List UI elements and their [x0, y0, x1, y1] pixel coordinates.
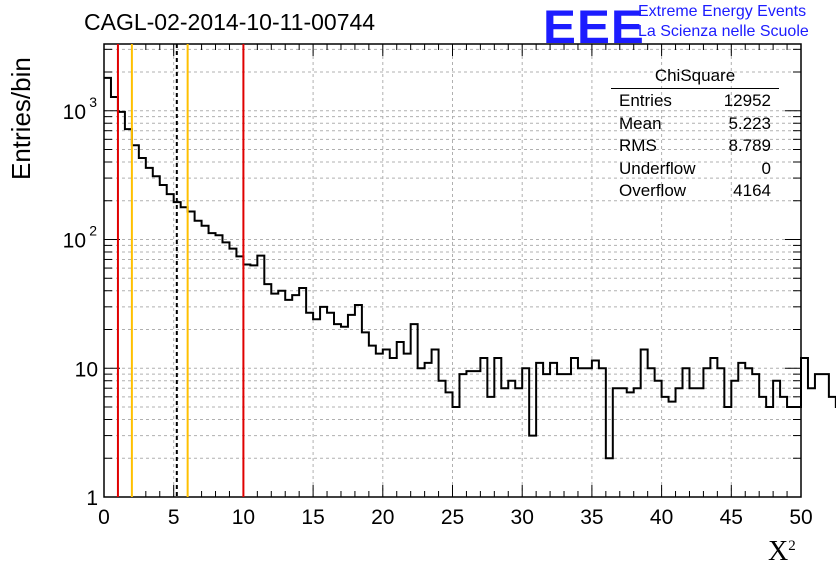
logo-line-1: Extreme Energy Events — [638, 3, 807, 20]
histogram-series — [104, 76, 836, 460]
stats-box: ChiSquare Entries 12952 Mean 5.223 RMS 8.78… — [611, 66, 779, 203]
x-tick-label: 5 — [168, 506, 180, 529]
stats-row-entries: Entries 12952 — [619, 91, 771, 110]
x-tick-label: 40 — [650, 506, 673, 529]
stats-row-overflow: Overflow 4164 — [619, 181, 771, 200]
logo-line-2: La Scienza nelle Scuole — [638, 23, 809, 40]
x-tick-label: 0 — [98, 506, 110, 529]
x-tick-label: 10 — [232, 506, 255, 529]
y-tick-label: 10 — [75, 358, 98, 381]
y-axis-label: Entries/bin — [6, 57, 36, 180]
x-tick-label: 25 — [441, 506, 464, 529]
y-tick-label: 10 — [63, 101, 86, 124]
y-tick-label: 1 — [86, 487, 98, 510]
stats-row-underflow: Underflow 0 — [619, 158, 771, 178]
x-tick-label: 15 — [301, 506, 324, 529]
page-title: CAGL-02-2014-10-11-00744 — [84, 9, 376, 35]
y-tick-label: 10 — [63, 230, 86, 253]
stats-row-rms: RMS 8.789 — [619, 136, 771, 155]
x-tick-label: 35 — [580, 506, 603, 529]
y-tick-label-exponent: 3 — [89, 94, 97, 110]
x-tick-label: 45 — [720, 506, 743, 529]
y-tick-label-exponent: 2 — [89, 223, 97, 239]
x-tick-label: 20 — [371, 506, 394, 529]
x-tick-label: 30 — [511, 506, 534, 529]
x-tick-label: 50 — [789, 506, 812, 529]
eee-logo: EEE — [543, 0, 645, 53]
stats-row-mean: Mean 5.223 — [619, 113, 771, 133]
x-axis-label: X2 — [768, 536, 796, 567]
stats-title: ChiSquare — [611, 66, 779, 89]
